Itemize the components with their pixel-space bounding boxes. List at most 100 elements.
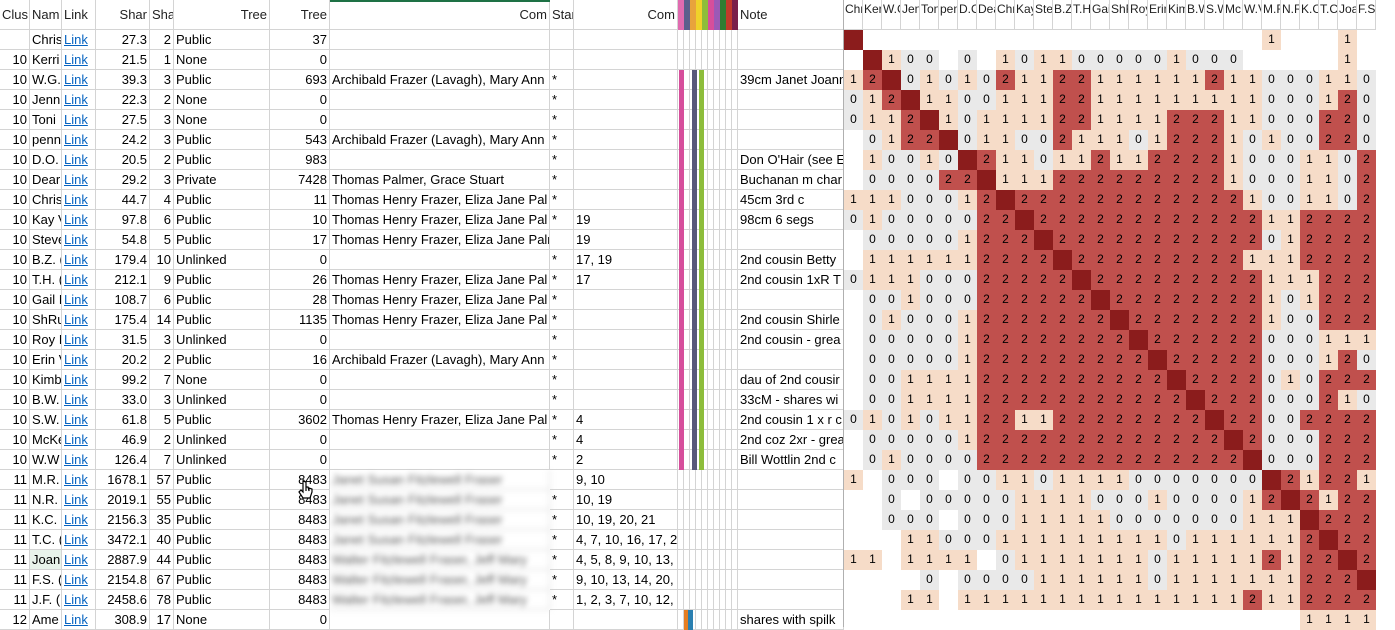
matrix-cell[interactable] [1034,30,1053,50]
cell-star[interactable] [550,470,574,490]
matrix-cell[interactable] [1300,30,1319,50]
cell-type[interactable]: Public [174,270,270,290]
matrix-cell[interactable]: 1 [1091,590,1110,610]
matrix-cell[interactable] [1110,610,1129,630]
matrix-cell[interactable]: 1 [882,450,901,470]
matrix-cell[interactable]: 2 [1338,370,1357,390]
cell-note[interactable]: Bill Wottlin 2nd c [738,450,844,470]
matrix-cell[interactable]: 2 [1053,110,1072,130]
matrix-cell[interactable]: 2 [977,230,996,250]
matrix-cell[interactable]: 1 [1167,570,1186,590]
cell-seg[interactable]: 40 [150,530,174,550]
matrix-cell[interactable]: 1 [1319,610,1338,630]
matrix-cell[interactable]: 1 [1281,530,1300,550]
matrix-cell[interactable]: 0 [1091,490,1110,510]
cell-type[interactable]: Public [174,510,270,530]
matrix-cell[interactable] [1167,370,1186,390]
matrix-cell[interactable]: 0 [1262,230,1281,250]
column-header-star[interactable]: Star [550,0,574,30]
cell-note[interactable]: 2nd cousin Shirle [738,310,844,330]
cell-anc[interactable]: Janet Susan Fitzlewell Fraser [330,490,550,510]
cell-seg[interactable]: 9 [150,270,174,290]
matrix-cell[interactable]: 2 [1072,410,1091,430]
profile-link[interactable]: Link [62,70,96,90]
cell-anc[interactable]: Thomas Henry Frazer, Eliza Jane Pal [330,290,550,310]
matrix-cell[interactable]: 1 [1091,570,1110,590]
matrix-cell[interactable]: 2 [977,330,996,350]
matrix-cell[interactable]: 2 [1243,430,1262,450]
cell-anc[interactable] [330,330,550,350]
matrix-cell[interactable]: 2 [1357,170,1376,190]
matrix-cell[interactable]: 0 [920,290,939,310]
matrix-cell[interactable]: 0 [1281,330,1300,350]
cell-clus[interactable]: 10 [0,270,30,290]
matrix-cell[interactable]: 2 [1243,330,1262,350]
matrix-cell[interactable]: 0 [1281,90,1300,110]
matrix-cell[interactable]: 2 [996,370,1015,390]
matrix-cell[interactable] [958,610,977,630]
matrix-cell[interactable]: 0 [939,530,958,550]
cell-anc[interactable] [330,30,550,50]
matrix-column-header[interactable]: N.R. [1281,0,1300,30]
cell-size[interactable]: 0 [270,90,330,110]
matrix-cell[interactable]: 2 [996,290,1015,310]
cell-anc[interactable]: Thomas Henry Frazer, Eliza Jane Pal [330,270,550,290]
matrix-cell[interactable]: 1 [901,290,920,310]
matrix-cell[interactable]: 1 [1243,490,1262,510]
matrix-cell[interactable]: 2 [1053,410,1072,430]
matrix-cell[interactable]: 1 [939,390,958,410]
matrix-cell[interactable]: 0 [1205,510,1224,530]
matrix-cell[interactable]: 1 [1148,130,1167,150]
matrix-cell[interactable] [1186,30,1205,50]
cell-size[interactable]: 11 [270,190,330,210]
matrix-cell[interactable]: 1 [1053,490,1072,510]
cell-type[interactable]: Public [174,310,270,330]
matrix-cell[interactable]: 2 [1167,230,1186,250]
matrix-cell[interactable]: 0 [1281,390,1300,410]
cell-cc[interactable] [574,610,678,630]
matrix-cell[interactable]: 2 [1262,490,1281,510]
matrix-cell[interactable]: 2 [1281,470,1300,490]
matrix-cell[interactable]: 1 [977,110,996,130]
cell-cc[interactable] [574,290,678,310]
matrix-cell[interactable]: 2 [1167,210,1186,230]
cell-note[interactable] [738,90,844,110]
cell-name[interactable]: M.R. [30,470,62,490]
cell-name[interactable]: Gail I [30,290,62,310]
matrix-cell[interactable]: 0 [1281,110,1300,130]
cell-cc[interactable]: 4, 5, 8, 9, 10, 13, 14, 15, 19, 20, 21, … [574,550,678,570]
matrix-cell[interactable]: 1 [1281,210,1300,230]
matrix-column-header[interactable]: Kerr [863,0,882,30]
matrix-cell[interactable]: 1 [958,410,977,430]
cell-clus[interactable]: 10 [0,350,30,370]
matrix-cell[interactable] [1015,210,1034,230]
matrix-cell[interactable]: 0 [977,510,996,530]
cell-cc[interactable] [574,350,678,370]
cell-note[interactable]: Don O'Hair (see E [738,150,844,170]
matrix-cell[interactable]: 1 [1205,90,1224,110]
matrix-cell[interactable]: 2 [1015,270,1034,290]
matrix-cell[interactable]: 0 [1034,150,1053,170]
matrix-cell[interactable]: 0 [1224,50,1243,70]
cell-name[interactable]: B.Z. ( [30,250,62,270]
matrix-cell[interactable] [1224,30,1243,50]
matrix-cell[interactable]: 1 [1072,130,1091,150]
matrix-cell[interactable]: 0 [1129,510,1148,530]
matrix-cell[interactable]: 2 [1357,190,1376,210]
matrix-cell[interactable]: 0 [1167,510,1186,530]
matrix-cell[interactable]: 2 [996,330,1015,350]
matrix-cell[interactable]: 2 [1338,250,1357,270]
matrix-cell[interactable]: 1 [1034,510,1053,530]
cell-type[interactable]: Public [174,70,270,90]
matrix-cell[interactable]: 2 [1091,170,1110,190]
matrix-cell[interactable]: 0 [1281,430,1300,450]
matrix-cell[interactable] [958,30,977,50]
cell-seg[interactable]: 3 [150,330,174,350]
cell-anc[interactable]: Thomas Henry Frazer, Eliza Jane Pal [330,210,550,230]
matrix-cell[interactable]: 1 [939,90,958,110]
cell-note[interactable] [738,490,844,510]
matrix-cell[interactable]: 2 [1357,430,1376,450]
matrix-cell[interactable]: 2 [1053,130,1072,150]
cell-anc[interactable] [330,90,550,110]
matrix-cell[interactable]: 0 [901,70,920,90]
